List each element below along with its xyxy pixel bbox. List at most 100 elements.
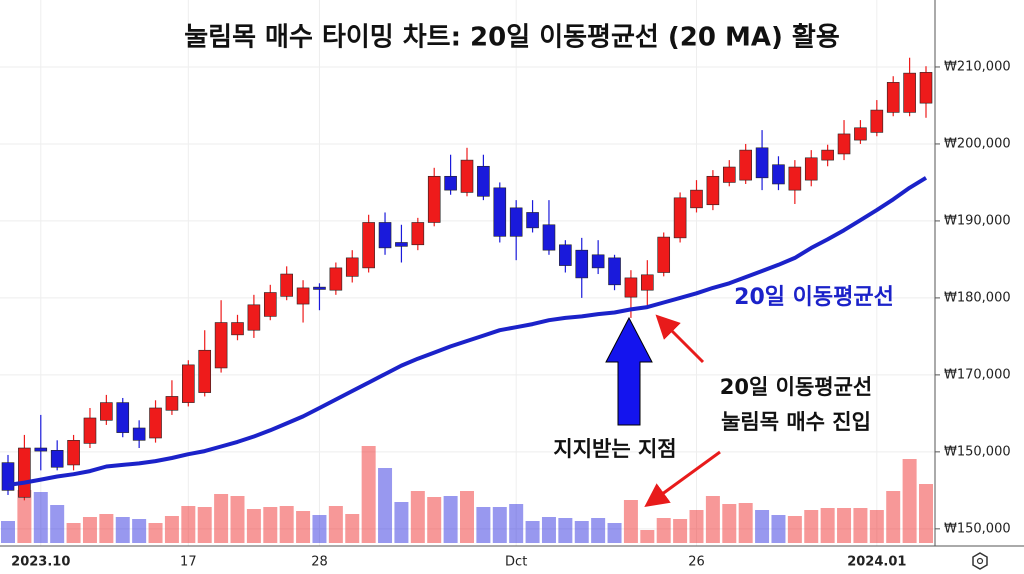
candle-body <box>100 402 113 421</box>
candle-body <box>214 322 228 369</box>
chart-title: 눌림목 매수 타이밍 차트: 20일 이동평균선 (20 MA) 활용 <box>184 23 840 53</box>
annotation: 지지받는 지점 <box>553 437 676 461</box>
y-tick-label: ₩170,000 <box>944 367 1011 382</box>
volume-bar <box>312 515 327 543</box>
volume-bar <box>279 506 294 543</box>
candle-body <box>198 349 212 393</box>
annotation: 눌림목 매수 진입 <box>721 410 871 434</box>
ma-label: 20일 이동평균선 <box>734 285 894 310</box>
volume-bar <box>902 459 917 543</box>
candle-body <box>559 244 572 266</box>
volume-bar <box>591 518 606 543</box>
ma-layer <box>7 176 928 487</box>
volume-bar <box>427 497 442 543</box>
x-tick-label: 28 <box>311 555 328 570</box>
candle-body <box>690 189 703 209</box>
volume-bar <box>1 521 15 543</box>
candle-body <box>722 166 736 183</box>
y-tick-label: ₩150,000 <box>944 521 1011 536</box>
candle-body <box>739 149 752 181</box>
volume-bar <box>296 511 311 543</box>
volume-bar <box>755 510 770 543</box>
grid <box>0 0 935 546</box>
x-tick-label: 2024.01 <box>847 555 906 570</box>
candle-body <box>788 166 802 191</box>
volume-layer <box>1 446 933 543</box>
y-tick-label: ₩210,000 <box>944 59 1011 74</box>
candle-body <box>296 287 310 305</box>
volume-bar <box>509 504 524 543</box>
candle-body <box>378 222 392 249</box>
candle-body <box>755 147 769 179</box>
candle-body <box>886 82 900 113</box>
volume-bar <box>197 507 212 543</box>
volume-bar <box>132 519 147 543</box>
candle-body <box>313 286 326 290</box>
volume-bar <box>66 523 81 543</box>
volume-bar <box>607 523 622 543</box>
y-tick-label: ₩190,000 <box>944 213 1011 228</box>
volume-bar <box>345 514 360 543</box>
volume-bar <box>410 491 425 543</box>
volume-bar <box>853 508 868 543</box>
volume-bar <box>378 468 393 543</box>
volume-bar <box>640 530 655 543</box>
candle-body <box>345 257 359 277</box>
support-arrow <box>605 316 653 426</box>
volume-bar <box>230 496 245 543</box>
x-tick-label: Dct <box>505 555 527 570</box>
candle-body <box>624 277 638 298</box>
candle-body <box>673 197 687 239</box>
volume-bar <box>476 507 491 543</box>
ma-line <box>7 176 928 487</box>
volume-bar <box>689 510 704 543</box>
volume-bar <box>394 502 409 543</box>
candle-body <box>362 222 375 269</box>
candle-body <box>34 447 48 452</box>
volume-bar <box>82 517 97 543</box>
candle-body <box>575 249 589 279</box>
y-tick-label: ₩180,000 <box>944 290 1011 305</box>
x-tick-label: 2023.10 <box>11 555 70 570</box>
volume-bar <box>214 494 229 543</box>
candle-body <box>280 273 293 297</box>
candle-layer <box>1 57 933 501</box>
volume-bar <box>17 490 32 543</box>
candle-body <box>854 127 867 141</box>
volume-bar <box>574 521 589 543</box>
candle-body <box>477 165 490 197</box>
volume-bar <box>804 510 819 543</box>
volume-bar <box>869 510 884 543</box>
candle-body <box>18 447 31 498</box>
y-tick-label: ₩150,000 <box>944 444 1011 459</box>
x-tick-label: 26 <box>688 555 705 570</box>
volume-bar <box>492 507 507 543</box>
volume-bar <box>148 523 163 543</box>
candle-body <box>165 396 179 411</box>
y-tick-label: ₩200,000 <box>944 136 1011 151</box>
candle-body <box>247 304 261 331</box>
candle-body <box>641 274 654 291</box>
volume-bar <box>460 491 474 543</box>
volume-bar <box>181 506 196 543</box>
candle-body <box>542 224 556 251</box>
candle-body <box>837 133 851 155</box>
candle-body <box>772 164 785 185</box>
volume-bar <box>541 517 556 543</box>
candle-body <box>67 440 80 466</box>
candle-body <box>427 175 441 223</box>
volume-bar <box>525 521 540 543</box>
volume-bar <box>886 491 901 543</box>
settings-icon[interactable] <box>972 552 988 570</box>
volume-bar <box>623 500 638 543</box>
candle-body <box>149 407 162 439</box>
volume-bar <box>361 446 376 543</box>
pointer-arrow <box>644 450 721 508</box>
volume-bar <box>164 516 179 543</box>
candle-body <box>329 267 343 291</box>
volume-bar <box>50 505 65 543</box>
axis-layer: ₩210,000 ₩200,000 ₩190,000 ₩180,000 ₩170,000… <box>11 59 1010 569</box>
pointer-arrow <box>655 314 705 364</box>
candle-body <box>509 207 523 237</box>
volume-bar <box>443 496 458 543</box>
